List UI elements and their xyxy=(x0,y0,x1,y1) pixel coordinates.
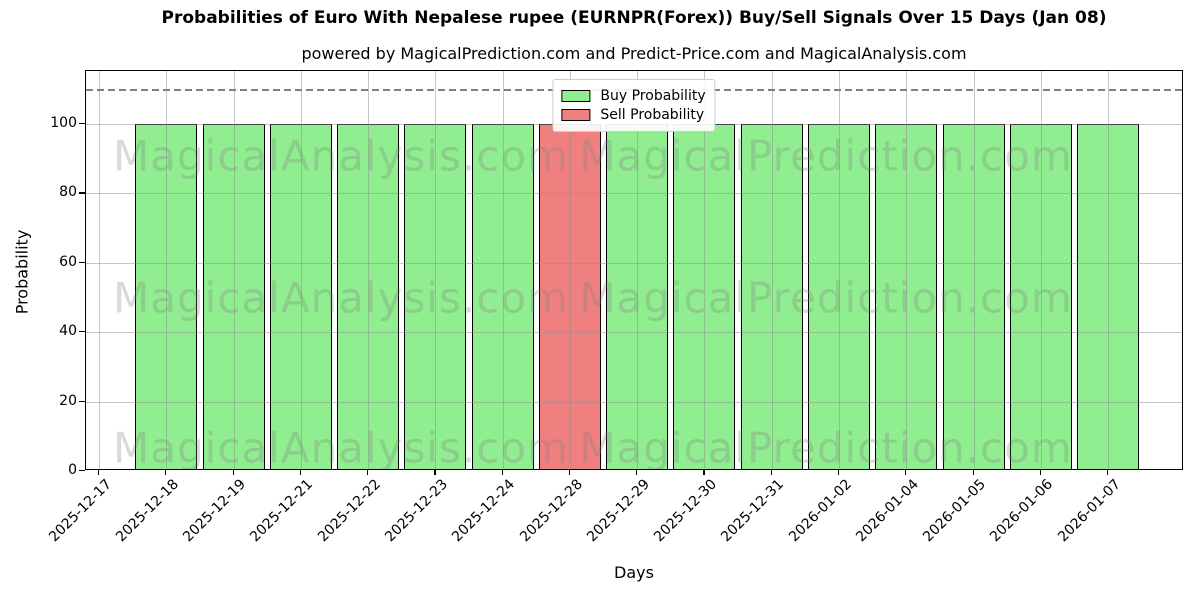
x-tick-mark xyxy=(770,470,772,475)
gridline-vertical xyxy=(569,71,571,469)
watermark-text: MagicalPrediction.com xyxy=(579,273,1073,323)
x-tick-mark xyxy=(367,470,369,475)
gridline-horizontal xyxy=(86,262,1182,264)
gridline-vertical xyxy=(1040,71,1042,469)
x-tick-label: 2026-01-05 xyxy=(920,476,990,546)
y-tick-label: 20 xyxy=(59,392,77,409)
x-tick-label: 2025-12-19 xyxy=(180,476,250,546)
x-tick-mark xyxy=(501,470,503,475)
gridline-horizontal xyxy=(86,332,1182,334)
gridline-horizontal xyxy=(86,193,1182,195)
x-tick-mark xyxy=(165,470,167,475)
x-tick-label: 2026-01-02 xyxy=(785,476,855,546)
y-tick-mark xyxy=(79,331,85,333)
y-axis-label: Probability xyxy=(12,229,32,315)
gridline-vertical xyxy=(435,71,437,469)
x-tick-mark xyxy=(232,470,234,475)
watermark-text: MagicalAnalysis.com xyxy=(113,273,569,323)
x-tick-label: 2025-12-31 xyxy=(718,476,788,546)
y-tick-mark xyxy=(79,261,85,264)
gridline-vertical xyxy=(771,71,773,469)
chart-subtitle: powered by MagicalPrediction.com and Pre… xyxy=(301,44,967,63)
gridline-horizontal xyxy=(86,401,1182,403)
legend-label-sell: Sell Probability xyxy=(600,107,705,123)
watermark-text: MagicalAnalysis.com xyxy=(113,131,569,181)
x-tick-mark xyxy=(905,470,907,475)
x-tick-label: 2025-12-17 xyxy=(45,476,115,546)
x-tick-label: 2026-01-06 xyxy=(987,476,1057,546)
sell-probability-swatch xyxy=(561,109,591,121)
gridline-vertical xyxy=(300,71,302,469)
gridline-vertical xyxy=(973,71,975,469)
x-tick-label: 2026-01-04 xyxy=(853,476,922,546)
plot-area: MagicalAnalysis.com MagicalPrediction.com… xyxy=(85,70,1183,470)
x-tick-label: 2025-12-18 xyxy=(113,476,182,546)
x-tick-mark xyxy=(636,470,638,475)
gridline-vertical xyxy=(166,71,168,469)
legend-item-sell: Sell Probability xyxy=(561,107,705,123)
watermark-text: MagicalPrediction.com xyxy=(579,131,1073,181)
x-tick-label: 2026-01-07 xyxy=(1054,476,1124,546)
x-tick-mark xyxy=(98,470,100,475)
x-tick-mark xyxy=(299,470,301,475)
x-tick-mark xyxy=(972,470,974,475)
y-tick-mark xyxy=(79,470,85,472)
buy-probability-swatch xyxy=(561,90,591,102)
y-tick-mark xyxy=(79,123,85,125)
legend-item-buy: Buy Probability xyxy=(561,88,706,104)
gridline-vertical xyxy=(502,71,504,469)
x-tick-label: 2025-12-24 xyxy=(449,476,519,546)
y-tick-label: 0 xyxy=(68,462,77,478)
watermark-text: MagicalAnalysis.com xyxy=(113,423,569,470)
gridline-vertical xyxy=(704,71,706,469)
x-tick-label: 2025-12-28 xyxy=(516,476,586,546)
y-tick-label: 80 xyxy=(59,184,77,201)
x-tick-label: 2025-12-22 xyxy=(314,476,384,546)
legend-label-buy: Buy Probability xyxy=(600,88,706,104)
gridline-vertical xyxy=(838,71,840,469)
x-tick-label: 2025-12-23 xyxy=(382,476,451,546)
y-tick-mark xyxy=(79,192,85,194)
x-tick-mark xyxy=(434,470,436,475)
watermark-text: MagicalPrediction.com xyxy=(579,423,1073,470)
legend: Buy Probability Sell Probability xyxy=(552,79,716,132)
x-tick-mark xyxy=(1039,470,1041,475)
gridline-vertical xyxy=(1108,71,1110,469)
gridline-vertical xyxy=(906,71,908,469)
y-tick-label: 40 xyxy=(59,323,77,340)
gridline-vertical xyxy=(99,71,100,469)
chart-title: Probabilities of Euro With Nepalese rupe… xyxy=(161,8,1107,28)
x-tick-mark xyxy=(837,470,840,475)
gridline-vertical xyxy=(233,71,235,469)
gridline-vertical xyxy=(368,71,370,469)
x-tick-label: 2025-12-29 xyxy=(583,476,653,546)
y-tick-label: 100 xyxy=(50,115,77,132)
x-tick-label: 2025-12-30 xyxy=(651,476,721,546)
gridline-vertical xyxy=(637,71,639,469)
x-tick-mark xyxy=(703,470,705,475)
y-tick-label: 60 xyxy=(59,253,77,270)
x-tick-label: 2025-12-21 xyxy=(247,476,317,546)
y-tick-mark xyxy=(79,400,85,402)
x-tick-mark xyxy=(1107,470,1109,475)
x-tick-mark xyxy=(568,470,571,475)
x-axis-label: Days xyxy=(614,563,654,582)
